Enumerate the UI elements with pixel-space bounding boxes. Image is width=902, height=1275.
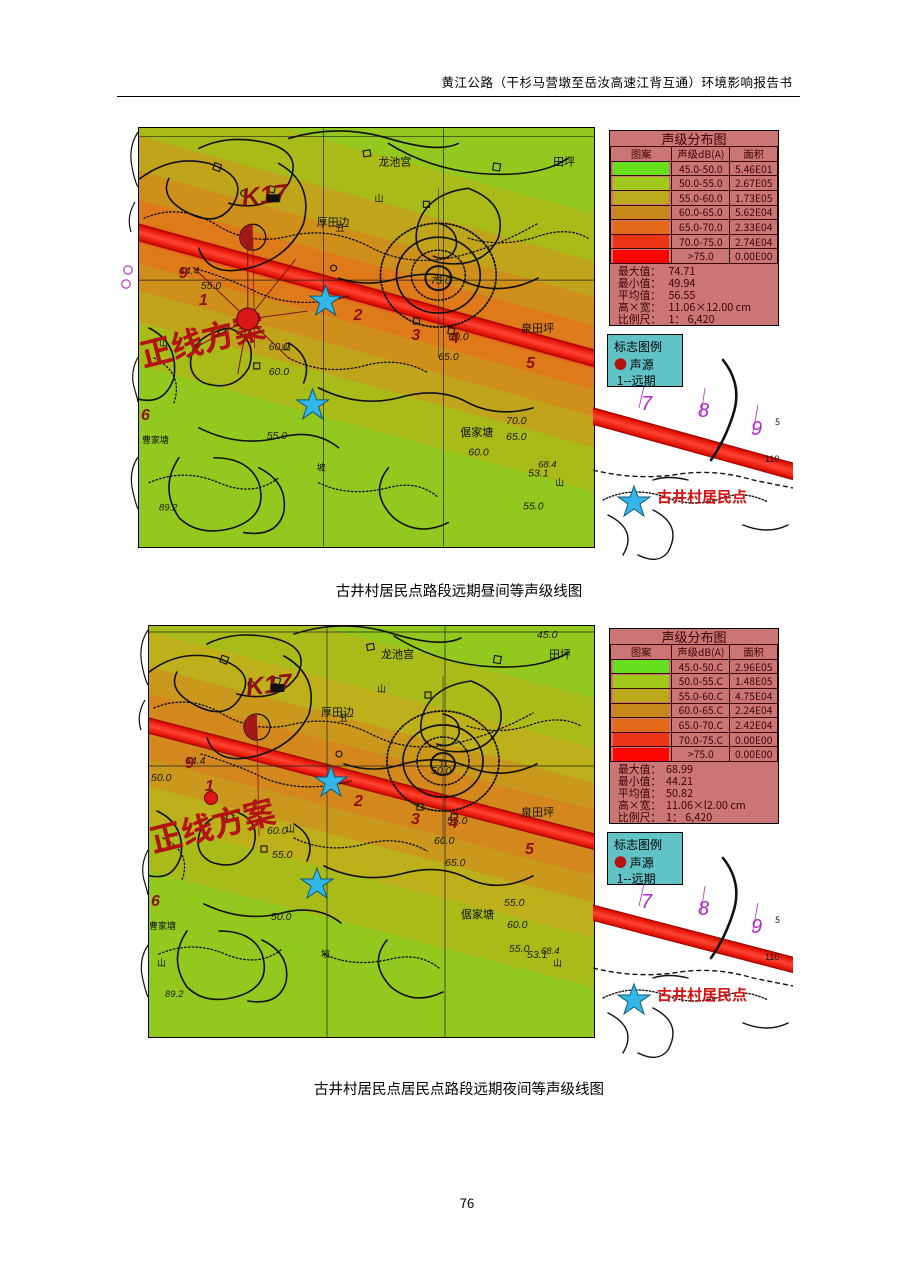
svg-text:55.0: 55.0: [272, 849, 293, 861]
svg-text:倨家塘: 倨家塘: [461, 906, 494, 922]
svg-text:古井村居民点: 古井村居民点: [657, 486, 747, 507]
svg-text:1: 1: [199, 292, 208, 309]
svg-text:55.0: 55.0: [523, 502, 544, 513]
svg-text:60.0: 60.0: [507, 919, 528, 931]
svg-text:70.0: 70.0: [506, 416, 527, 427]
svg-text:65.0: 65.0: [438, 352, 459, 363]
svg-text:2: 2: [353, 793, 363, 810]
svg-text:坡: 坡: [321, 947, 330, 960]
svg-text:丑: 丑: [339, 711, 348, 724]
svg-text:9: 9: [751, 418, 762, 440]
svg-text:75.0: 75.0: [430, 276, 451, 287]
svg-text:60.0: 60.0: [269, 342, 290, 353]
svg-text:9: 9: [179, 265, 188, 282]
svg-text:4: 4: [448, 815, 458, 832]
svg-text:厚田边: 厚田边: [317, 214, 350, 230]
svg-text:田坪: 田坪: [549, 646, 571, 662]
svg-text:龙池宫: 龙池宫: [381, 646, 414, 662]
svg-text:65.0: 65.0: [445, 857, 466, 869]
svg-text:龙池宫: 龙池宫: [378, 153, 411, 169]
svg-text:50.0: 50.0: [151, 772, 172, 784]
svg-text:4: 4: [449, 330, 459, 347]
svg-text:山: 山: [555, 476, 564, 489]
svg-text:55.0: 55.0: [504, 897, 525, 909]
svg-text:K17: K17: [245, 669, 295, 702]
svg-text:50.0: 50.0: [431, 765, 452, 777]
svg-text:倨家塘: 倨家塘: [460, 424, 493, 440]
svg-text:坡: 坡: [317, 461, 326, 474]
svg-text:60.0: 60.0: [269, 367, 290, 378]
svg-text:厚田边: 厚田边: [321, 704, 354, 720]
svg-text:泉田坪: 泉田坪: [521, 804, 554, 820]
svg-text:6: 6: [151, 893, 160, 910]
svg-text:丑: 丑: [336, 221, 345, 234]
svg-text:60.0: 60.0: [434, 835, 455, 847]
svg-text:8: 8: [698, 400, 709, 422]
svg-text:65.0: 65.0: [506, 432, 527, 443]
svg-text:泉田坪: 泉田坪: [521, 320, 554, 336]
svg-text:山: 山: [157, 956, 166, 969]
svg-text:山: 山: [377, 682, 386, 695]
svg-text:110: 110: [765, 454, 779, 464]
svg-text:山: 山: [553, 956, 562, 969]
svg-text:曹家塘: 曹家塘: [142, 433, 169, 446]
svg-text:9: 9: [751, 916, 762, 938]
svg-text:55.0: 55.0: [201, 281, 222, 292]
svg-text:5: 5: [525, 841, 535, 858]
svg-text:曹家塘: 曹家塘: [149, 919, 176, 932]
svg-text:8: 8: [698, 898, 709, 920]
svg-text:6: 6: [141, 407, 150, 424]
svg-text:K17: K17: [240, 179, 290, 212]
svg-text:5: 5: [526, 355, 536, 372]
svg-text:45.0: 45.0: [537, 629, 558, 641]
svg-text:9: 9: [185, 755, 194, 772]
svg-text:3: 3: [411, 327, 420, 344]
svg-text:7: 7: [641, 891, 653, 913]
svg-text:3: 3: [411, 811, 420, 828]
svg-text:2: 2: [353, 307, 363, 324]
svg-text:山: 山: [374, 191, 383, 204]
svg-text:53.1: 53.1: [528, 469, 548, 480]
svg-text:110: 110: [765, 952, 779, 962]
svg-text:田坪: 田坪: [553, 153, 575, 169]
svg-text:53.1: 53.1: [527, 949, 547, 961]
svg-text:5: 5: [775, 913, 780, 926]
svg-text:89.2: 89.2: [159, 503, 178, 514]
svg-text:50.0: 50.0: [271, 911, 292, 923]
svg-text:古井村居民点: 古井村居民点: [657, 984, 747, 1005]
svg-text:89.2: 89.2: [165, 989, 184, 1000]
svg-text:55.0: 55.0: [267, 431, 288, 442]
svg-text:5: 5: [775, 415, 780, 428]
svg-text:60.0: 60.0: [468, 448, 489, 459]
svg-text:7: 7: [641, 393, 653, 415]
